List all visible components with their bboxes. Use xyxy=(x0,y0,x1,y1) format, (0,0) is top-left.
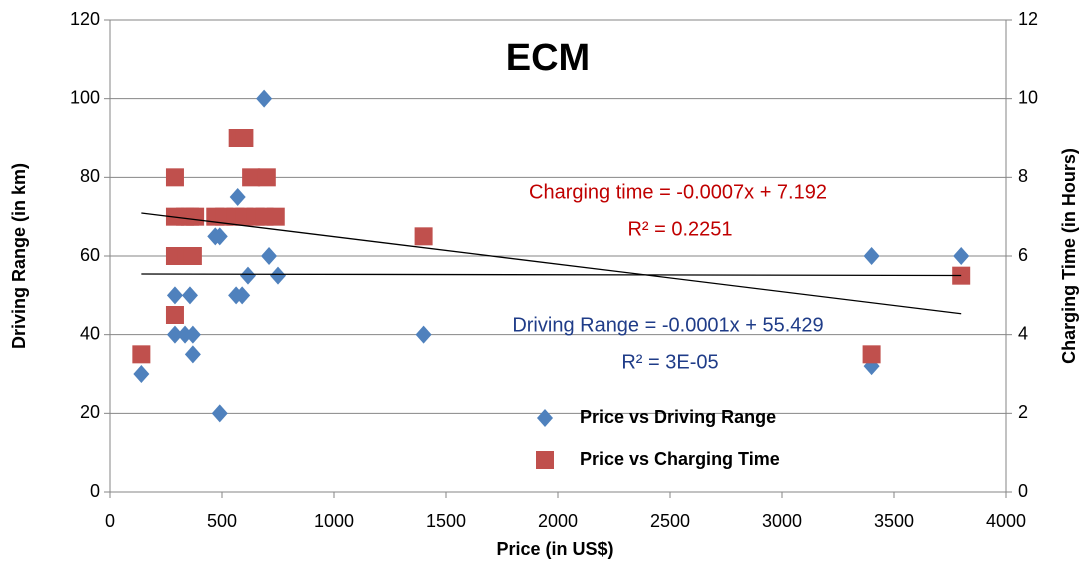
y2-tick-label: 2 xyxy=(1018,402,1028,422)
annotation: R² = 0.2251 xyxy=(627,218,732,240)
y-tick-label: 120 xyxy=(70,9,100,29)
point xyxy=(239,266,256,285)
trendline xyxy=(141,273,962,277)
legend-label: Price vs Driving Range xyxy=(580,407,776,427)
point xyxy=(211,227,228,246)
point xyxy=(234,286,251,305)
y-tick-label: 20 xyxy=(80,402,100,422)
y2-tick-label: 8 xyxy=(1018,166,1028,186)
point xyxy=(242,168,261,187)
x-tick-label: 0 xyxy=(105,511,115,531)
annotation: Driving Range = -0.0001x + 55.429 xyxy=(512,314,823,336)
x-tick-label: 1000 xyxy=(314,511,354,531)
x-tick-label: 2000 xyxy=(538,511,578,531)
chart-title: ECM xyxy=(506,37,590,79)
point xyxy=(266,207,285,226)
x-axis-title: Price (in US$) xyxy=(496,539,613,559)
point xyxy=(863,247,880,265)
legend-marker xyxy=(537,409,553,427)
y2-tick-label: 12 xyxy=(1018,9,1038,29)
y-tick-label: 80 xyxy=(80,166,100,186)
x-tick-label: 4000 xyxy=(986,511,1026,531)
point xyxy=(261,247,278,265)
y-tick-label: 60 xyxy=(80,245,100,265)
y2-axis-title: Charging Time (in Hours) xyxy=(1059,148,1079,364)
point xyxy=(132,345,151,364)
point xyxy=(415,325,432,344)
x-tick-label: 3000 xyxy=(762,511,802,531)
point xyxy=(257,168,276,187)
y-tick-label: 100 xyxy=(70,87,100,107)
y-tick-label: 0 xyxy=(90,481,100,501)
legend-marker xyxy=(536,451,554,469)
point xyxy=(166,325,183,344)
annotation: Charging time = -0.0007x + 7.192 xyxy=(529,181,827,203)
point xyxy=(270,266,286,285)
y2-tick-label: 0 xyxy=(1018,481,1028,501)
point xyxy=(184,325,201,344)
point xyxy=(183,247,202,265)
point xyxy=(229,188,246,206)
y-tick-label: 40 xyxy=(80,323,100,343)
point xyxy=(952,266,971,285)
point xyxy=(186,207,205,226)
point xyxy=(184,345,201,364)
point xyxy=(414,227,433,246)
legend-label: Price vs Charging Time xyxy=(580,449,780,469)
x-tick-label: 1500 xyxy=(426,511,466,531)
point xyxy=(133,365,150,383)
point xyxy=(235,129,254,147)
y2-tick-label: 6 xyxy=(1018,245,1028,265)
y2-tick-label: 4 xyxy=(1018,323,1028,343)
point xyxy=(181,286,198,305)
point xyxy=(165,306,184,324)
trendline xyxy=(141,212,962,315)
y-axis-title: Driving Range (in km) xyxy=(9,163,29,349)
y2-tick-label: 10 xyxy=(1018,87,1038,107)
x-tick-label: 500 xyxy=(207,511,237,531)
point xyxy=(862,345,881,364)
x-tick-label: 2500 xyxy=(650,511,690,531)
point xyxy=(166,286,183,305)
point xyxy=(953,247,970,265)
point xyxy=(211,404,228,423)
point xyxy=(256,89,273,108)
point xyxy=(165,168,184,187)
annotation: R² = 3E-05 xyxy=(621,351,718,373)
x-tick-label: 3500 xyxy=(874,511,914,531)
